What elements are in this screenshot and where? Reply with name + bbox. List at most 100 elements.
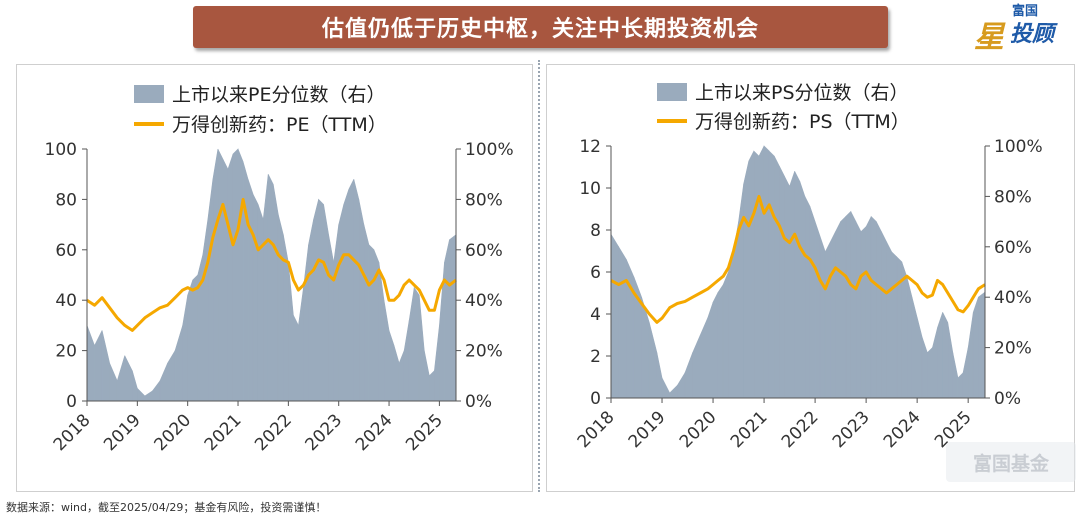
area-segment [891,251,898,399]
left-tick-label: 60 [55,241,77,261]
left-tick-label: 80 [55,190,77,210]
left-tick-label: 6 [590,263,601,283]
area-segment [835,221,841,399]
area-segment [967,312,974,399]
x-tick-label: 2020 [676,407,721,452]
x-tick-label: 2023 [829,407,874,452]
right-tick-label: 80% [465,190,503,210]
area-segment [669,384,678,399]
area-segment [722,271,729,399]
area-segment [876,221,882,399]
line-series-0 [86,197,457,332]
right-chart-panel [546,64,1075,492]
area-segment [699,317,709,399]
area-segment [814,221,821,399]
legend-area-swatch [134,85,164,103]
area-segment [937,312,943,399]
area-segment [962,347,969,399]
area-segment [932,327,938,399]
area-segment [758,145,765,399]
panel-divider [538,60,540,492]
watermark: 富国基金 [946,442,1076,482]
page-title-banner: 估值仍低于历史中枢，关注中长期投资机会 [193,6,888,48]
logo-small-text: 富国 [1012,4,1039,19]
area-segment [794,171,801,399]
area-segment [753,150,760,399]
legend-line-label: 万得创新药：PE（TTM） [172,114,387,136]
right-tick-label: 40% [465,291,503,311]
area-segment [957,372,964,399]
area-segment [748,150,755,399]
x-tick-label: 2021 [727,407,772,452]
area-segment [824,241,831,399]
area-segment [911,297,918,399]
area-segment [692,334,701,399]
left-tick-label: 0 [66,392,77,412]
left-tick-label: 20 [55,342,77,362]
area-segment [978,291,986,399]
x-tick-label: 2024 [880,407,925,452]
area-segment [865,216,872,399]
legend-area-swatch [657,83,687,101]
right-tick-label: 0% [994,389,1021,409]
legend-line-label: 万得创新药：PS（TTM） [695,111,910,133]
area-segment [916,317,923,399]
area-segment [809,206,816,399]
area-segment [819,236,826,399]
area-segment [906,276,913,399]
area-segment [712,292,719,399]
area-segment [845,210,852,399]
logo-star-text: 星 [974,20,1004,55]
x-tick-label: 2018 [574,407,619,452]
right-tick-label: 0% [465,392,492,412]
area-segment [618,245,627,399]
area-segment [648,322,658,399]
area-segment [870,215,877,399]
right-tick-label: 100% [994,137,1043,157]
area-segment [610,233,619,399]
area-segment [850,211,857,399]
left-tick-label: 10 [579,179,601,199]
right-tick-label: 20% [994,339,1032,359]
logo-main-text: 投顾 [1010,22,1055,47]
area-segment [743,161,750,399]
x-tick-label: 2019 [625,407,670,452]
area-segment [886,241,892,399]
area-segment [738,183,744,399]
area-segment [717,283,724,399]
right-tick-label: 100% [465,140,514,160]
area-series-1 [610,145,986,399]
area-segment [684,352,693,399]
legend-area-label: 上市以来PS分位数（右） [695,82,909,104]
area-segment [860,225,867,399]
right-tick-label: 40% [994,288,1032,308]
right-tick-label: 60% [994,238,1032,258]
left-chart-panel [16,64,533,492]
area-segment [942,312,949,399]
area-segment [779,166,785,399]
page-title: 估值仍低于历史中枢，关注中长期投资机会 [321,17,759,42]
area-segment [677,371,686,399]
left-tick-label: 0 [590,389,601,409]
left-tick-label: 40 [55,291,77,311]
area-segment [927,346,933,399]
area-segment [728,251,734,399]
area-segment [921,337,928,399]
area-segment [768,150,775,399]
watermark-text: 富国基金 [972,452,1049,475]
area-segment [947,322,954,399]
area-segment [881,231,887,399]
left-tick-label: 100 [45,140,77,160]
legend-area-label: 上市以来PE分位数（右） [172,84,385,106]
area-segment [656,352,663,399]
area-segment [972,297,979,399]
area-segment [855,221,862,399]
area-segment [804,196,811,399]
right-tick-label: 20% [465,342,503,362]
left-tick-label: 12 [579,137,601,157]
area-segment [784,176,790,399]
x-tick-label: 2022 [778,407,823,452]
area-segment [830,231,836,399]
